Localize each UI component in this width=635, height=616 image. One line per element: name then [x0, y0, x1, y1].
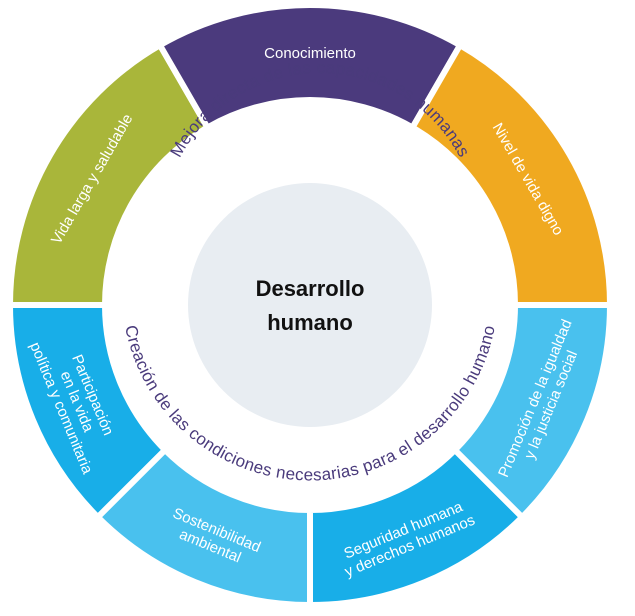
segment-conocimiento-label-line-1: Conocimiento	[264, 45, 356, 62]
segment-participacion-en-la-vida-politica-y-comunitaria	[6, 302, 170, 522]
segment-seguridad-humana-y-derechos-humanos	[307, 445, 527, 609]
segment-promocion-de-la-igualdad-y-la-justicia-social	[450, 302, 614, 522]
center-circle	[188, 183, 432, 427]
segment-nivel-de-vida-digno	[408, 41, 614, 308]
center-title-line-2: humano	[267, 310, 353, 335]
center-title-line-1: Desarrollo	[256, 276, 365, 301]
segments-layer: Vida larga y saludableConocimientoNivel …	[6, 2, 614, 609]
segment-conocimiento-label: Conocimiento	[264, 45, 356, 62]
segment-vida-larga-y-saludable	[6, 41, 212, 308]
segment-sostenibilidad-ambiental	[93, 445, 313, 609]
